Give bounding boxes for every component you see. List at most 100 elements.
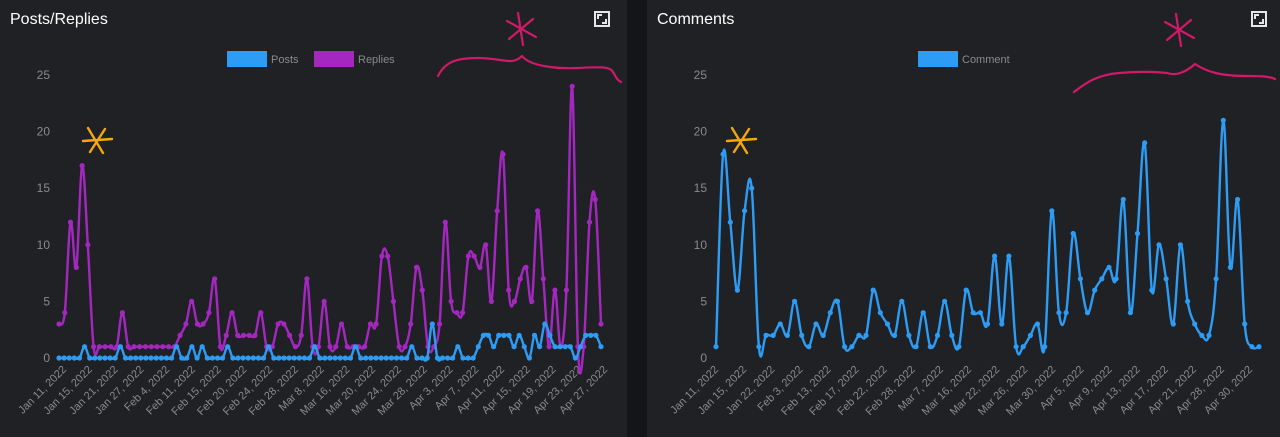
data-point-replies[interactable]	[131, 344, 137, 350]
data-point-replies[interactable]	[240, 332, 247, 338]
data-point-replies[interactable]	[85, 242, 91, 248]
data-point-posts[interactable]	[491, 344, 497, 350]
data-point-replies[interactable]	[454, 310, 460, 316]
data-point-posts[interactable]	[107, 355, 113, 361]
data-point-posts[interactable]	[572, 355, 579, 361]
data-point-replies[interactable]	[108, 344, 114, 350]
data-point-comment[interactable]	[1142, 140, 1148, 146]
data-point-replies[interactable]	[500, 151, 506, 157]
data-point-replies[interactable]	[390, 298, 396, 304]
data-point-replies[interactable]	[79, 163, 85, 169]
data-point-comment[interactable]	[820, 332, 826, 338]
data-point-replies[interactable]	[67, 219, 74, 225]
data-point-posts[interactable]	[189, 344, 195, 350]
data-point-replies[interactable]	[477, 264, 483, 270]
data-point-replies[interactable]	[506, 287, 512, 293]
data-point-posts[interactable]	[76, 355, 83, 361]
data-point-comment[interactable]	[1006, 253, 1012, 259]
data-point-replies[interactable]	[437, 321, 443, 327]
data-point-comment[interactable]	[913, 344, 919, 350]
data-point-comment[interactable]	[1077, 276, 1083, 282]
data-point-comment[interactable]	[834, 298, 841, 304]
data-point-replies[interactable]	[91, 344, 97, 350]
data-point-posts[interactable]	[368, 355, 374, 361]
data-point-posts[interactable]	[347, 355, 354, 361]
data-point-posts[interactable]	[260, 355, 267, 361]
data-point-replies[interactable]	[529, 298, 535, 304]
data-point-posts[interactable]	[363, 355, 369, 361]
data-point-comment[interactable]	[1235, 196, 1241, 203]
data-point-posts[interactable]	[87, 355, 93, 361]
data-point-comment[interactable]	[842, 344, 848, 350]
data-point-comment[interactable]	[1163, 276, 1169, 282]
data-point-comment[interactable]	[899, 298, 905, 304]
expand-icon[interactable]	[594, 11, 610, 27]
data-point-comment[interactable]	[963, 287, 969, 293]
data-point-comment[interactable]	[934, 332, 941, 338]
data-point-replies[interactable]	[448, 298, 454, 304]
data-point-posts[interactable]	[577, 344, 584, 350]
data-point-comment[interactable]	[763, 332, 769, 338]
data-point-posts[interactable]	[485, 332, 492, 338]
data-point-posts[interactable]	[598, 344, 604, 350]
data-point-posts[interactable]	[92, 355, 98, 361]
data-point-posts[interactable]	[337, 355, 343, 361]
data-point-posts[interactable]	[174, 344, 180, 350]
data-point-posts[interactable]	[301, 355, 307, 361]
data-point-posts[interactable]	[388, 355, 394, 361]
data-point-replies[interactable]	[402, 344, 408, 350]
data-point-replies[interactable]	[258, 310, 264, 316]
data-point-replies[interactable]	[321, 298, 327, 304]
data-point-comment[interactable]	[742, 208, 748, 214]
data-point-comment[interactable]	[1013, 344, 1019, 350]
data-point-replies[interactable]	[292, 344, 298, 350]
data-point-comment[interactable]	[856, 332, 862, 338]
data-point-posts[interactable]	[393, 355, 400, 361]
data-point-posts[interactable]	[117, 344, 123, 350]
data-point-replies[interactable]	[442, 219, 448, 225]
data-point-replies[interactable]	[223, 332, 229, 338]
data-point-comment[interactable]	[1206, 332, 1212, 338]
data-point-comment[interactable]	[942, 298, 948, 304]
data-point-comment[interactable]	[770, 332, 776, 338]
data-point-replies[interactable]	[413, 264, 420, 270]
legend-label-posts[interactable]: Posts	[271, 54, 299, 66]
data-point-replies[interactable]	[511, 298, 518, 304]
data-point-posts[interactable]	[496, 332, 502, 338]
data-point-posts[interactable]	[399, 355, 405, 361]
data-point-replies[interactable]	[235, 332, 241, 338]
data-point-comment[interactable]	[1042, 344, 1048, 350]
data-point-replies[interactable]	[62, 310, 68, 316]
data-point-replies[interactable]	[246, 332, 252, 338]
data-point-replies[interactable]	[586, 219, 593, 225]
data-point-posts[interactable]	[71, 355, 77, 361]
data-point-posts[interactable]	[312, 344, 318, 350]
data-point-replies[interactable]	[275, 321, 281, 327]
data-point-posts[interactable]	[296, 355, 302, 361]
data-point-posts[interactable]	[506, 332, 512, 338]
data-point-posts[interactable]	[214, 355, 221, 361]
data-point-comment[interactable]	[927, 344, 933, 350]
data-point-posts[interactable]	[419, 355, 425, 361]
data-point-comment[interactable]	[813, 321, 819, 327]
data-point-comment[interactable]	[1027, 332, 1033, 338]
data-point-replies[interactable]	[535, 208, 541, 214]
data-point-posts[interactable]	[480, 332, 486, 338]
data-point-comment[interactable]	[1127, 310, 1133, 316]
data-point-posts[interactable]	[501, 332, 507, 338]
data-point-comment[interactable]	[727, 219, 733, 225]
data-point-posts[interactable]	[378, 355, 384, 361]
data-point-posts[interactable]	[266, 344, 272, 350]
data-point-comment[interactable]	[956, 344, 962, 350]
data-point-posts[interactable]	[82, 344, 88, 350]
data-point-comment[interactable]	[870, 287, 876, 293]
legend-swatch-posts[interactable]	[227, 51, 267, 67]
expand-icon[interactable]	[1251, 11, 1267, 27]
data-point-posts[interactable]	[306, 355, 313, 361]
data-point-posts[interactable]	[429, 321, 435, 327]
data-point-posts[interactable]	[470, 355, 476, 361]
data-point-replies[interactable]	[396, 344, 402, 350]
data-point-posts[interactable]	[542, 321, 548, 327]
data-point-comment[interactable]	[999, 321, 1005, 327]
legend-swatch-replies[interactable]	[314, 51, 354, 67]
